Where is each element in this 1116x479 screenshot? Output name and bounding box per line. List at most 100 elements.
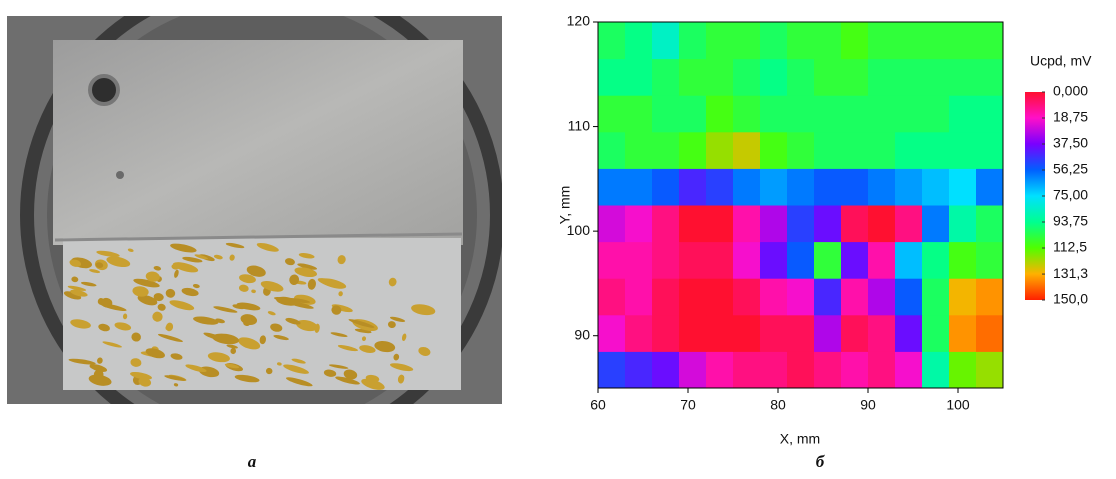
heat-cell <box>976 314 1004 352</box>
heat-cell <box>976 22 1004 60</box>
spot <box>359 345 376 353</box>
heat-cell <box>922 168 950 206</box>
heat-cell <box>733 351 761 389</box>
heat-cell <box>625 131 653 169</box>
heat-cell <box>949 168 977 206</box>
colorbar-tick-label: 56,25 <box>1053 161 1088 177</box>
heat-cell <box>922 351 950 389</box>
heat-cell <box>760 131 788 169</box>
heat-cell <box>814 314 842 352</box>
y-tick-label: 100 <box>567 222 591 238</box>
spot <box>338 291 343 297</box>
spot <box>193 316 219 325</box>
panel-label: a <box>248 452 257 471</box>
heat-cell <box>652 168 680 206</box>
heat-cell <box>787 205 815 243</box>
spot <box>337 255 346 265</box>
spot <box>114 322 132 331</box>
heat-cell <box>814 168 842 206</box>
spot <box>194 254 208 260</box>
heat-cell <box>814 241 842 279</box>
heat-cell <box>598 58 626 96</box>
heat-cell <box>976 278 1004 316</box>
colorbar-title: Ucpd, mV <box>1030 53 1092 69</box>
heat-cell <box>679 205 707 243</box>
heat-cell <box>679 241 707 279</box>
spot <box>165 325 170 331</box>
heat-cell <box>598 241 626 279</box>
spot <box>236 302 261 311</box>
heat-cell <box>625 95 653 133</box>
heat-cell <box>868 278 896 316</box>
spot <box>165 288 176 298</box>
heat-cell <box>895 278 923 316</box>
spot <box>88 374 112 386</box>
heat-cell <box>679 95 707 133</box>
heat-cell <box>922 131 950 169</box>
colorbar-tick-label: 150,0 <box>1053 291 1088 307</box>
spot <box>102 341 122 348</box>
heat-cell <box>652 22 680 60</box>
heat-cell <box>706 131 734 169</box>
spot <box>283 364 309 374</box>
spot <box>296 320 318 332</box>
spot <box>137 294 158 306</box>
corrosion-spots <box>63 242 436 390</box>
spot <box>288 301 314 309</box>
heat-cell <box>976 95 1004 133</box>
heat-cell <box>625 241 653 279</box>
spot <box>145 348 165 359</box>
heat-cell <box>733 168 761 206</box>
heat-cell <box>787 241 815 279</box>
spot <box>203 332 228 342</box>
heat-cell <box>895 22 923 60</box>
spot <box>365 374 380 383</box>
heat-cell <box>706 58 734 96</box>
spot <box>122 313 128 320</box>
heat-cell <box>679 131 707 169</box>
x-tick-label: 70 <box>680 397 696 413</box>
plate-edge <box>54 232 463 242</box>
heat-cell <box>976 351 1004 389</box>
spot <box>234 374 260 383</box>
heat-cell <box>625 314 653 352</box>
heat-cell <box>787 278 815 316</box>
spot <box>390 363 414 372</box>
heat-cell <box>706 22 734 60</box>
heat-cell <box>895 351 923 389</box>
heat-cell <box>814 131 842 169</box>
heat-cell <box>787 314 815 352</box>
heat-cell <box>598 95 626 133</box>
spot <box>100 297 113 308</box>
heat-cell <box>733 241 761 279</box>
heat-cell <box>733 278 761 316</box>
spot <box>331 305 342 315</box>
colorbar-tick-label: 131,3 <box>1053 265 1088 281</box>
heat-cell <box>760 241 788 279</box>
heat-cell <box>841 95 869 133</box>
heat-cell <box>598 168 626 206</box>
heat-cell <box>949 131 977 169</box>
heat-cell <box>841 168 869 206</box>
heat-cell <box>787 131 815 169</box>
spot <box>130 358 142 367</box>
spot <box>70 319 91 329</box>
heat-cell <box>841 58 869 96</box>
heat-cell <box>625 168 653 206</box>
spot <box>70 289 88 297</box>
spot <box>213 254 223 260</box>
heat-cell <box>625 22 653 60</box>
spot <box>411 304 436 316</box>
x-tick-label: 80 <box>770 397 786 413</box>
spot <box>174 269 179 278</box>
heat-cell <box>679 22 707 60</box>
heat-cell <box>652 241 680 279</box>
heat-cell <box>652 58 680 96</box>
heat-cell <box>787 168 815 206</box>
heat-cell <box>625 351 653 389</box>
spot <box>289 274 300 285</box>
heat-cell <box>760 314 788 352</box>
heat-cell <box>625 205 653 243</box>
heat-cell <box>706 95 734 133</box>
spot <box>224 363 240 369</box>
